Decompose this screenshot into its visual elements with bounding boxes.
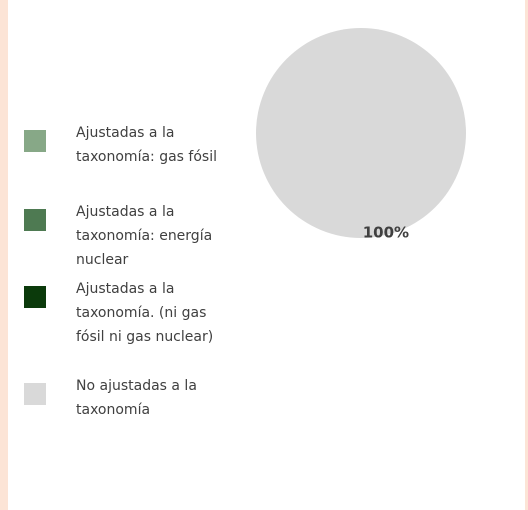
- pie-area: 100%: [256, 28, 466, 241]
- legend-label: Ajustadas a la taxonomía. (ni gas fósil …: [76, 281, 214, 345]
- legend-swatch: [24, 286, 46, 308]
- data-label: 100%: [363, 223, 409, 241]
- legend-swatch: [24, 209, 46, 231]
- legend-label: Ajustadas a la taxonomía: gas fósil: [76, 125, 217, 165]
- legend-swatch: [24, 130, 46, 152]
- legend-label: Ajustadas a la taxonomía: energía nuclea…: [76, 204, 213, 268]
- legend-swatch: [24, 383, 46, 405]
- pie-slice: [256, 28, 466, 238]
- legend-label: No ajustadas a la taxonomía: [76, 378, 197, 418]
